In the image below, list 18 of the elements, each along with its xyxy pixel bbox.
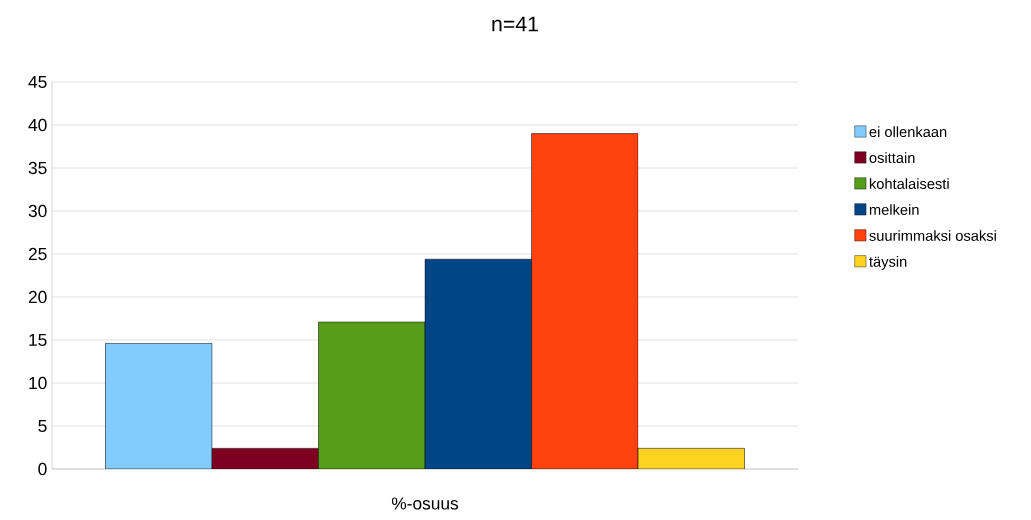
y-tick-label: 0 <box>38 462 47 476</box>
legend-label: täysin <box>869 256 907 270</box>
y-tick-label: 45 <box>28 75 47 89</box>
y-tick-label: 30 <box>28 204 47 218</box>
x-tick-label: %-osuus <box>391 497 459 510</box>
legend-label: kohtalaisesti <box>869 178 949 189</box>
y-tick-label: 40 <box>28 118 47 132</box>
y-tick-label: 20 <box>28 290 47 304</box>
y-tick-label: 25 <box>28 247 47 261</box>
legend-label: osittain <box>869 152 915 164</box>
legend-label: suurimmaksi osaksi <box>869 230 996 241</box>
legend-label: melkein <box>869 204 919 215</box>
chart-title: n=41 <box>492 16 538 32</box>
y-tick-label: 5 <box>38 419 47 433</box>
y-tick-label: 15 <box>29 333 47 347</box>
y-tick-label: 10 <box>29 376 47 390</box>
y-tick-label: 35 <box>28 161 47 175</box>
legend-label: ei ollenkaan <box>869 126 947 138</box>
